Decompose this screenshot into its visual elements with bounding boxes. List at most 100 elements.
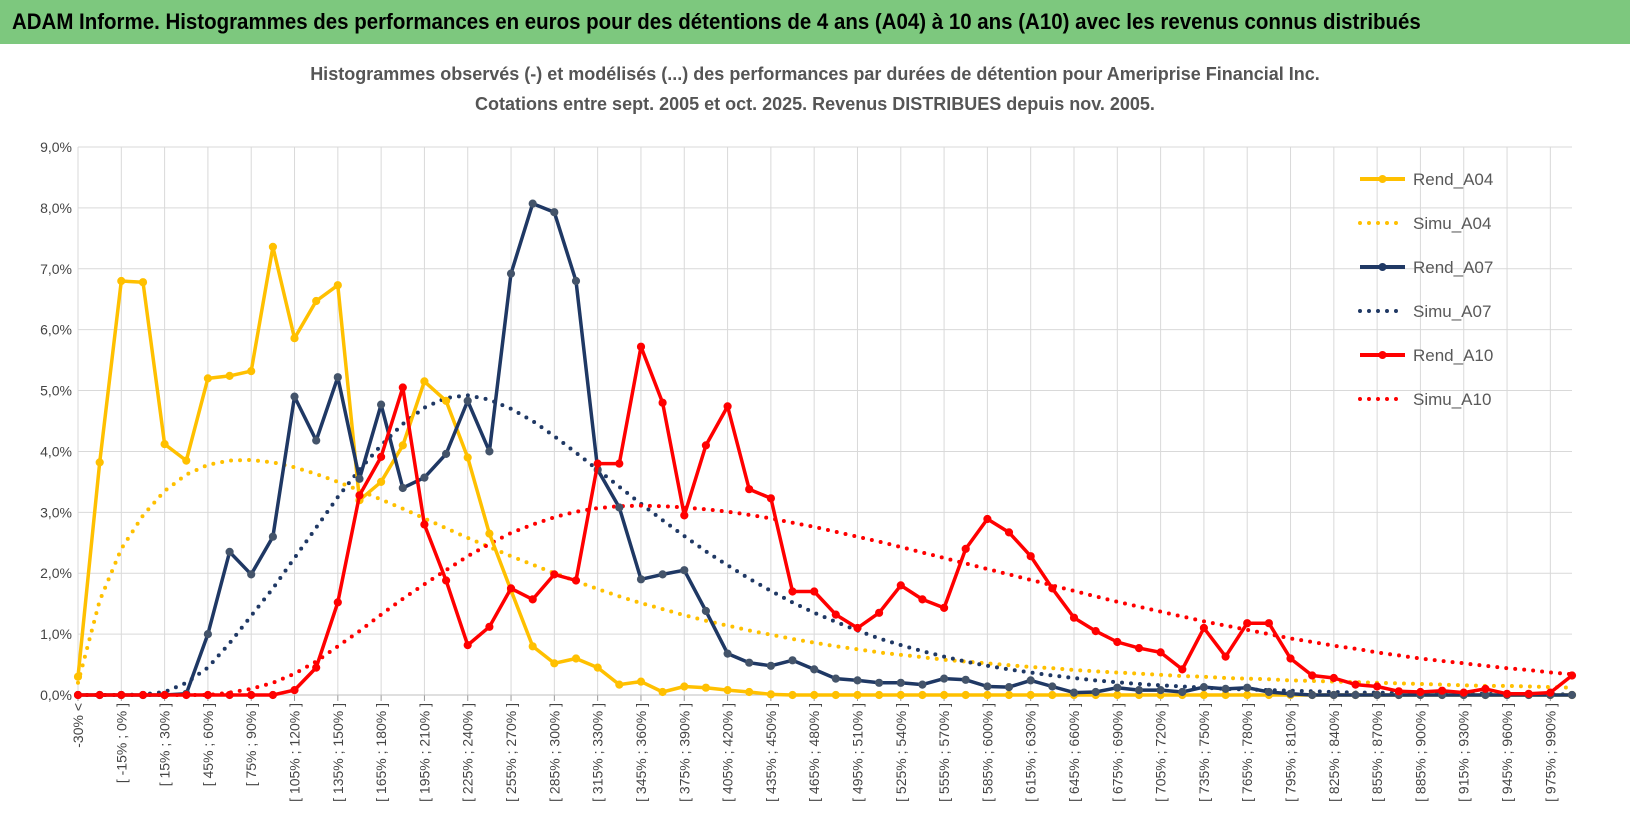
data-point — [896, 690, 905, 700]
data-point — [463, 396, 472, 405]
data-point — [225, 371, 234, 380]
data-point — [875, 678, 884, 687]
x-tick-label: [ 675% ; 690% ] — [1109, 703, 1125, 802]
x-tick-label: [ 225% ; 240% ] — [460, 703, 476, 802]
data-point — [225, 690, 234, 700]
x-tick-label: [ 285% ; 300% ] — [546, 703, 562, 802]
data-point — [1286, 689, 1295, 698]
data-point — [1048, 682, 1057, 691]
x-tick-label: [ 555% ; 570% ] — [936, 703, 952, 802]
x-tick-label: [ 735% ; 750% ] — [1196, 703, 1212, 802]
data-point — [983, 682, 992, 691]
data-point — [680, 566, 689, 575]
chart-background — [0, 44, 1630, 815]
data-point — [788, 656, 797, 665]
legend-item-Simu_A10: Simu_A10 — [1358, 390, 1491, 409]
data-point — [398, 383, 407, 392]
data-point — [1264, 687, 1274, 697]
legend-item-Rend_A04: Rend_A04 — [1360, 170, 1493, 189]
y-tick-label: 8,0% — [40, 200, 72, 216]
data-point — [723, 649, 732, 658]
data-point — [593, 459, 602, 468]
data-point — [1373, 682, 1382, 691]
data-point — [1156, 686, 1165, 695]
data-point — [615, 503, 624, 512]
data-point — [333, 281, 342, 290]
grid-lines — [77, 146, 1572, 696]
report-banner: ADAM Informe. Histogrammes des performan… — [0, 0, 1630, 46]
data-point — [1026, 690, 1035, 700]
series-line-Rend_A07 — [78, 201, 1572, 697]
x-tick-label: -30% < — [70, 703, 86, 748]
data-point — [247, 367, 256, 376]
data-point — [203, 630, 212, 639]
data-point — [442, 396, 451, 405]
legend-marker — [1378, 263, 1387, 271]
legend-item-Simu_A07: Simu_A07 — [1358, 302, 1491, 321]
data-point — [1416, 687, 1425, 697]
x-tick-label: [ 585% ; 600% ] — [979, 703, 995, 802]
data-point — [485, 529, 494, 538]
legend-label: Rend_A07 — [1413, 258, 1493, 277]
chart-title-line1: Histogrammes observés (-) et modélisés (… — [310, 64, 1320, 84]
data-point — [138, 278, 148, 287]
data-point — [1243, 619, 1252, 628]
data-point — [1134, 686, 1144, 695]
data-point — [918, 595, 927, 604]
x-tick-label: [ 255% ; 270% ] — [503, 703, 519, 802]
data-point — [658, 570, 667, 579]
data-point — [268, 690, 277, 700]
data-point — [766, 494, 776, 503]
data-point — [853, 623, 862, 633]
y-tick-label: 6,0% — [40, 322, 72, 338]
data-point — [182, 456, 191, 465]
data-point — [723, 402, 732, 411]
data-point — [1048, 690, 1057, 700]
x-tick-label: [ 615% ; 630% ] — [1023, 703, 1039, 802]
data-point — [117, 276, 126, 286]
data-point — [571, 276, 581, 286]
data-point — [312, 436, 321, 445]
data-point — [1308, 690, 1317, 700]
data-point — [680, 682, 689, 691]
data-point — [485, 622, 494, 631]
data-point — [377, 452, 386, 461]
data-point — [571, 576, 581, 585]
data-point — [810, 587, 819, 596]
data-point — [1351, 690, 1360, 700]
data-point — [615, 459, 624, 468]
x-tick-label: [ 165% ; 180% ] — [373, 703, 389, 802]
data-point — [1351, 680, 1360, 689]
data-point — [160, 440, 169, 449]
x-tick-label: [ 345% ; 360% ] — [633, 703, 649, 802]
legend-item-Rend_A10: Rend_A10 — [1360, 346, 1493, 365]
data-point — [117, 690, 126, 700]
data-point — [1069, 688, 1079, 697]
x-tick-label: [ 315% ; 330% ] — [590, 703, 606, 802]
data-point — [268, 242, 277, 251]
data-point — [1113, 690, 1122, 700]
x-tick-label: [ 495% ; 510% ] — [849, 703, 865, 802]
data-point — [961, 544, 970, 553]
data-point — [1567, 671, 1577, 680]
data-point — [766, 690, 776, 699]
x-tick-label: [ 465% ; 480% ] — [806, 703, 822, 802]
data-point — [701, 683, 711, 692]
data-point — [73, 690, 83, 700]
x-tick-label: [ 195% ; 210% ] — [416, 703, 432, 802]
x-tick-label: [ 405% ; 420% ] — [720, 703, 736, 802]
data-point — [593, 663, 602, 672]
data-point — [377, 477, 386, 486]
x-tick-label: [ 705% ; 720% ] — [1153, 703, 1169, 802]
data-point — [463, 453, 472, 462]
data-point — [1329, 690, 1338, 700]
histogram-chart: 0,0% 1,0% 2,0% 3,0% 4,0% 5,0% 6,0% 7,0% 8,0% 9,0%… — [0, 44, 1630, 815]
data-point — [831, 690, 840, 700]
x-tick-label: [ 525% ; 540% ] — [893, 703, 909, 802]
data-point — [203, 690, 212, 700]
data-point — [1481, 684, 1490, 694]
report-title: ADAM Informe. Histogrammes des performan… — [12, 9, 1421, 34]
legend-label: Simu_A04 — [1413, 214, 1491, 233]
data-point — [745, 687, 754, 697]
legend-label: Rend_A10 — [1413, 346, 1493, 365]
